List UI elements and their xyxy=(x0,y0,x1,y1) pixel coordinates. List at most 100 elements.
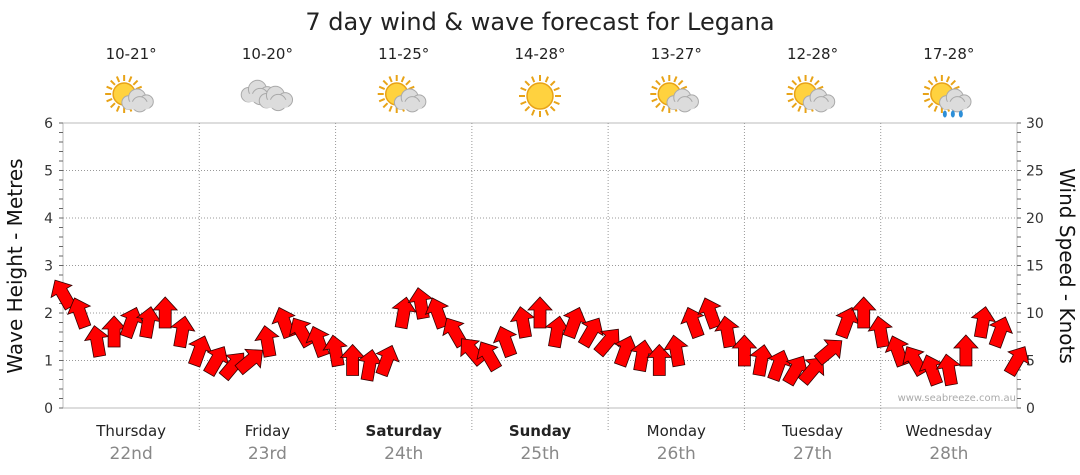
sun-ray xyxy=(927,102,934,109)
sun-ray xyxy=(520,100,527,105)
wind-arrow xyxy=(714,315,740,349)
sun-ray xyxy=(106,98,113,103)
sun-icon xyxy=(519,75,561,117)
wind-arrow-shape xyxy=(322,334,348,368)
cloud-base xyxy=(942,101,968,110)
right-tick-label: 0 xyxy=(1026,401,1035,417)
cloud-shape xyxy=(802,88,836,113)
wind-arrow-shape xyxy=(952,334,979,367)
wind-arrow-shape xyxy=(562,306,588,340)
wind-arrow-shape xyxy=(629,339,656,373)
sun-disc xyxy=(526,82,554,110)
wind-arrow-shape xyxy=(835,306,860,340)
wind-arrow-shape xyxy=(509,306,536,339)
right-tick-label: 10 xyxy=(1026,306,1044,322)
wind-arrow xyxy=(509,306,536,339)
sun-ray xyxy=(787,85,794,90)
wind-arrow xyxy=(767,349,792,382)
left-tick-label: 2 xyxy=(44,306,53,322)
wind-arrow-shape xyxy=(339,343,366,376)
wind-arrow-shape xyxy=(988,316,1014,349)
sun-ray xyxy=(531,109,536,116)
wind-arrow-shape xyxy=(492,325,518,359)
weather-icons-row xyxy=(105,75,972,118)
temp-range: 14-28° xyxy=(514,45,565,63)
wind-arrow xyxy=(952,334,979,367)
sun-cloud-icon xyxy=(105,75,154,113)
rain-drop xyxy=(958,110,963,118)
cloud-base xyxy=(124,101,150,110)
wind-arrow-shape xyxy=(731,334,758,367)
wind-arrow xyxy=(918,354,944,387)
wind-arrow xyxy=(613,335,639,368)
wind-arrow xyxy=(407,287,434,320)
wind-arrow xyxy=(646,343,673,376)
sun-ray xyxy=(544,109,549,116)
wind-arrow xyxy=(391,296,417,330)
wind-arrow-shape xyxy=(357,348,383,382)
left-tick-label: 3 xyxy=(44,259,53,275)
wind-arrow-shape xyxy=(83,325,110,358)
temp-range: 12-28° xyxy=(787,45,838,63)
day-labels: Thursday 22nd Friday 23rd Saturday 24th Sunday… xyxy=(95,422,992,464)
wind-arrow xyxy=(234,348,264,376)
wind-arrow xyxy=(697,297,722,330)
rain-drop xyxy=(942,110,947,118)
day-date: 25th xyxy=(520,444,559,464)
wind-arrow xyxy=(663,334,689,368)
sun-ray xyxy=(531,76,536,83)
left-tick-label: 4 xyxy=(44,211,53,227)
sun-ray xyxy=(382,102,389,109)
wind-arrow-shape xyxy=(407,287,434,320)
wind-arrow-shape xyxy=(577,317,604,349)
wind-arrow-shape xyxy=(767,349,792,382)
sun-ray xyxy=(524,105,531,112)
sun-ray xyxy=(791,102,798,109)
right-tick-label: 15 xyxy=(1026,259,1044,275)
cloud-base xyxy=(805,101,832,110)
wind-arrow xyxy=(562,306,588,340)
left-tick-label: 0 xyxy=(44,401,53,417)
sun-ray xyxy=(405,79,411,86)
sun-ray xyxy=(797,76,802,83)
wind-arrow-shape xyxy=(935,353,962,387)
left-axis-ticks: 0 1 2 3 4 5 6 xyxy=(44,116,53,417)
left-axis-title: Wave Height - Metres xyxy=(3,158,27,373)
sun-ray xyxy=(809,76,814,83)
cloud-shape xyxy=(121,88,154,113)
wind-arrow-shape xyxy=(375,344,400,378)
sun-ray xyxy=(110,79,116,86)
wind-arrow-shape xyxy=(782,355,808,387)
day-name: Saturday xyxy=(366,422,443,440)
wind-arrow xyxy=(835,306,860,340)
sun-ray xyxy=(549,80,556,87)
rain-drop xyxy=(950,110,955,118)
right-tick-label: 20 xyxy=(1026,211,1044,227)
right-tick-label: 5 xyxy=(1026,354,1035,370)
wind-arrow-shape xyxy=(544,315,571,349)
sun-ray xyxy=(655,102,661,109)
sun-ray xyxy=(933,105,938,112)
wind-arrow xyxy=(1003,346,1030,378)
wind-arrow-shape xyxy=(593,328,620,358)
wind-arrow-shape xyxy=(476,341,503,373)
sun-ray xyxy=(388,76,393,83)
sun-ray xyxy=(378,85,386,90)
sun-ray xyxy=(110,102,116,109)
wind-arrow-shape xyxy=(697,297,722,330)
sun-ray xyxy=(382,79,389,86)
wind-arrow xyxy=(782,355,808,387)
day-name: Wednesday xyxy=(905,422,992,440)
sun-ray xyxy=(927,79,934,86)
left-tick-label: 1 xyxy=(44,354,53,370)
wind-arrow-shape xyxy=(234,348,264,376)
sun-ray xyxy=(661,76,666,83)
day-date: 24th xyxy=(384,444,423,464)
sun-ray xyxy=(378,98,386,103)
cloud-icon xyxy=(240,79,294,112)
chart-title: 7 day wind & wave forecast for Legana xyxy=(305,8,774,36)
sun-ray xyxy=(115,76,121,83)
temp-range: 17-28° xyxy=(923,45,974,63)
day-name: Thursday xyxy=(95,422,166,440)
